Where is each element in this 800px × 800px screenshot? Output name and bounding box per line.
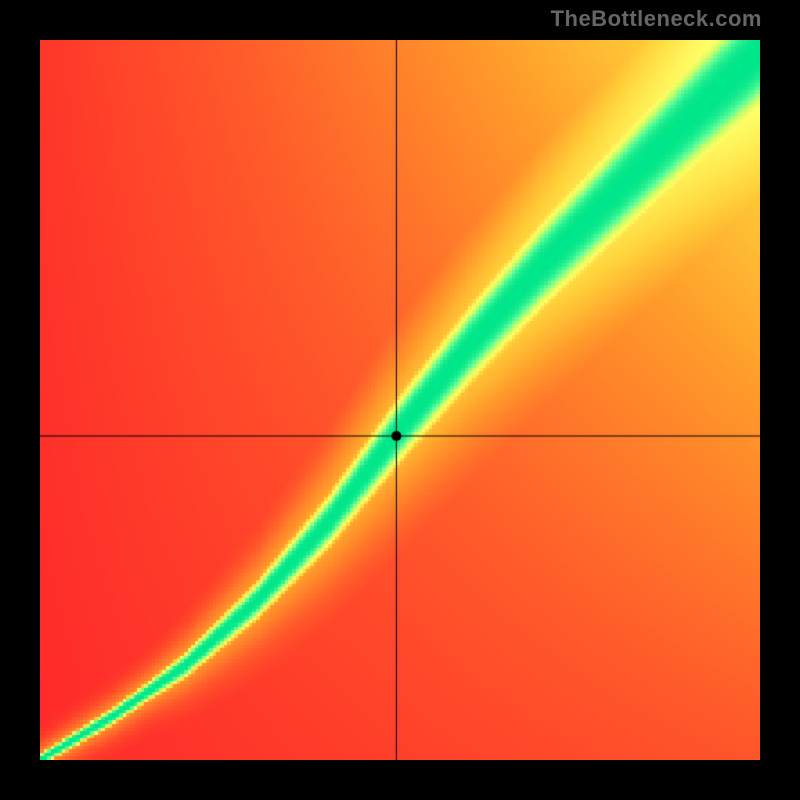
bottleneck-heatmap: [40, 40, 760, 760]
source-watermark: TheBottleneck.com: [551, 6, 762, 32]
